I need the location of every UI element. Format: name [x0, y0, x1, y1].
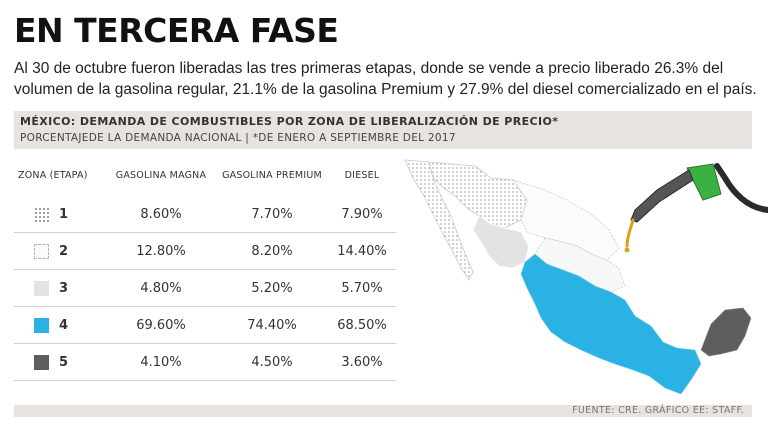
- footer-bar: FUENTE: CRE. GRÁFICO EE: STAFF.: [14, 405, 752, 417]
- col-diesel-header: DIESEL: [344, 170, 380, 181]
- diesel-value: 5.70%: [328, 269, 396, 307]
- fuel-nozzle-icon: [624, 163, 768, 253]
- zone-1-baja-region: [404, 159, 474, 281]
- diesel-value: 14.40%: [328, 232, 396, 270]
- table-row: 3 4.80% 5.20% 5.70%: [14, 269, 396, 307]
- zone-label: 3: [59, 280, 69, 296]
- zone-label: 2: [59, 243, 69, 259]
- magna-value: 69.60%: [106, 306, 216, 344]
- zone-cell: 2: [14, 232, 106, 270]
- premium-value: 74.40%: [216, 306, 328, 344]
- magna-value: 12.80%: [106, 232, 216, 270]
- zone-2-north-region: [511, 179, 620, 261]
- premium-value: 7.70%: [216, 196, 328, 233]
- zone-cell: 1: [14, 196, 106, 233]
- zone-5-swatch: [34, 354, 49, 370]
- diesel-value: 3.60%: [328, 343, 396, 381]
- table-row: 1 8.60% 7.70% 7.90%: [14, 196, 396, 233]
- demand-table: ZONA (ETAPA) GASOLINA MAGNA GASOLINA PRE…: [14, 170, 396, 381]
- zone-label: 4: [59, 317, 69, 333]
- table-header-row: ZONA (ETAPA) GASOLINA MAGNA GASOLINA PRE…: [14, 170, 396, 196]
- chart-subtitle: PORCENTAJEDE LA DEMANDA NACIONAL | *DE E…: [20, 132, 456, 144]
- zone-cell: 3: [14, 269, 106, 307]
- intro-text: Al 30 de octubre fueron liberadas las tr…: [14, 60, 757, 98]
- diesel-value: 7.90%: [328, 196, 396, 233]
- table-row: 4 69.60% 74.40% 68.50%: [14, 306, 396, 344]
- premium-value: 8.20%: [216, 232, 328, 270]
- premium-value: 4.50%: [216, 343, 328, 381]
- zone-label: 1: [59, 206, 69, 222]
- magna-value: 4.10%: [106, 343, 216, 381]
- zone-3-region: [472, 215, 530, 269]
- diesel-value: 68.50%: [328, 306, 396, 344]
- col-premium-header: GASOLINA PREMIUM: [222, 170, 322, 181]
- zone-4-swatch: [34, 317, 49, 333]
- magna-value: 8.60%: [106, 196, 216, 233]
- col-magna-header: GASOLINA MAGNA: [115, 170, 207, 181]
- chart-title: MÉXICO: DEMANDA DE COMBUSTIBLES POR ZONA…: [20, 115, 559, 128]
- zone-1-swatch: [34, 206, 49, 222]
- col-zone-header: ZONA (ETAPA): [18, 170, 88, 181]
- premium-value: 5.20%: [216, 269, 328, 307]
- table-row: 5 4.10% 4.50% 3.60%: [14, 343, 396, 381]
- zone-label: 5: [59, 354, 69, 370]
- zone-5-region: [700, 307, 752, 357]
- page-title: EN TERCERA FASE: [14, 11, 339, 50]
- zone-4-region: [520, 253, 702, 395]
- zone-cell: 5: [14, 343, 106, 381]
- chart-header: MÉXICO: DEMANDA DE COMBUSTIBLES POR ZONA…: [14, 111, 752, 149]
- table-row: 2 12.80% 8.20% 14.40%: [14, 232, 396, 270]
- zone-3-swatch: [34, 280, 49, 296]
- zone-2-swatch: [34, 243, 49, 259]
- zone-cell: 4: [14, 306, 106, 344]
- source-note: FUENTE: CRE. GRÁFICO EE: STAFF.: [572, 405, 744, 416]
- mexico-map-icon: [404, 159, 768, 395]
- magna-value: 4.80%: [106, 269, 216, 307]
